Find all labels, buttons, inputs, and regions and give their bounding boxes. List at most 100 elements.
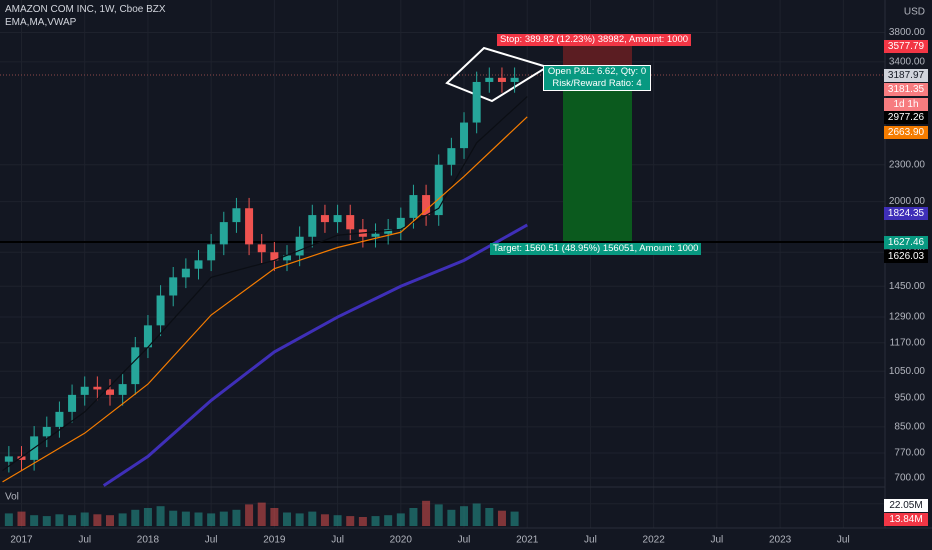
candle-body [396,217,405,230]
volume-bar [447,509,456,526]
volume-bar [118,513,127,526]
volume-bar [371,516,380,526]
candle-body [447,148,456,165]
x-tick-label: Jul [584,535,597,546]
y-tick-label: 1450.00 [889,281,926,292]
volume-bar [434,504,443,526]
y-tick-label: 770.00 [894,448,925,459]
indicators: EMA,MA,VWAP [5,17,77,28]
candle-body [68,394,77,412]
y-tick-label: 850.00 [894,422,925,433]
candle-body [4,456,13,462]
volume-bar [409,508,418,526]
price-badge: 1d 1h [884,98,928,111]
candle-body [434,164,443,216]
candle-body [320,215,329,223]
x-tick-label: 2018 [137,535,160,546]
candle-body [232,208,241,223]
candle-body [270,252,279,261]
target-label: Target: 1560.51 (48.95%) 156051, Amount:… [490,243,702,255]
target-zone [563,75,632,242]
volume-bar [80,512,89,526]
x-tick-label: 2023 [769,535,792,546]
volume-bar [207,513,216,526]
candle-body [194,260,203,269]
volume-bar [257,502,266,526]
volume-bar [232,509,241,526]
y-tick-label: 2300.00 [889,159,926,170]
candle-body [371,233,380,237]
y-tick-label: 950.00 [894,392,925,403]
volume-bar [245,504,254,526]
x-tick-label: 2019 [263,535,286,546]
volume-bar [320,514,329,526]
candle-body [333,215,342,223]
volume-bar [156,506,165,526]
candle-body [283,255,292,261]
candle-body [460,122,469,149]
x-tick-label: Jul [331,535,344,546]
candle-body [472,81,481,123]
volume-bar [485,508,494,526]
currency: USD [904,7,925,18]
volume-bar [68,515,77,526]
candle-body [93,386,102,390]
x-tick-label: Jul [710,535,723,546]
indicator-line [2,116,528,483]
candle-body [131,347,140,385]
stop-label: Stop: 389.82 (12.23%) 38982, Amount: 100… [497,34,692,46]
pnl-box: Open P&L: 6.62, Qty: 0 Risk/Reward Ratio:… [543,65,651,91]
y-tick-label: 1290.00 [889,312,926,323]
volume-bar [283,512,292,526]
volume-bar [194,512,203,526]
volume-bar [346,516,355,526]
y-tick-label: 3800.00 [889,27,926,38]
volume-bar [42,516,51,526]
candle-body [106,389,114,395]
volume-bar [106,515,114,526]
volume-bar [460,506,469,526]
volume-bar [396,513,405,526]
y-tick-label: 1170.00 [890,337,926,348]
candle-body [169,277,178,296]
volume-bar [4,513,13,526]
x-tick-label: Jul [837,535,850,546]
volume-bar [30,515,39,526]
volume-bar [333,515,342,526]
x-tick-label: 2020 [390,535,413,546]
volume-bar [308,511,317,526]
candle-body [219,222,228,245]
volume-bar [422,500,431,526]
candle-body [156,295,165,326]
volume-bar [384,515,393,526]
candle-body [118,384,127,395]
candle-body [422,195,431,216]
volume-badge: 13.84M [884,513,928,526]
candle-body [346,215,355,230]
y-tick-label: 700.00 [894,473,925,484]
candle-body [510,77,519,82]
volume-bar [55,514,64,526]
volume-bar [497,510,506,526]
x-tick-label: 2017 [10,535,33,546]
price-badge: 3187.97 [884,69,928,82]
x-tick-label: 2021 [516,535,539,546]
candle-body [485,77,494,82]
candle-body [207,244,216,261]
volume-bar [219,511,228,526]
volume-bar [131,509,140,526]
volume-bar [295,513,304,526]
volume-bar [17,511,26,526]
volume-bar [181,511,190,526]
volume-badge: 22.05M [884,499,928,512]
candle-body [497,77,506,82]
price-badge: 3181.35 [884,83,928,96]
price-badge: 1627.46 [884,236,928,249]
candle-body [257,244,266,253]
price-badge: 1824.35 [884,207,928,220]
price-badge: 2977.26 [884,111,928,124]
price-badge: 3577.79 [884,40,928,53]
volume-bar [270,508,279,526]
